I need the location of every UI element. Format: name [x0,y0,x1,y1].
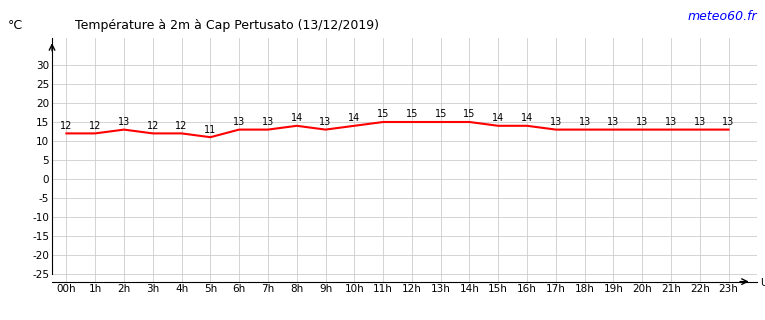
Text: 12: 12 [175,121,187,131]
Text: 13: 13 [665,117,677,127]
Text: 14: 14 [291,113,303,123]
Text: 14: 14 [348,113,360,123]
Text: 12: 12 [89,121,102,131]
Text: 13: 13 [694,117,706,127]
Text: 14: 14 [492,113,504,123]
Text: 13: 13 [320,117,332,127]
Text: 13: 13 [722,117,734,127]
Text: 12: 12 [147,121,159,131]
Text: 11: 11 [204,124,216,134]
Text: 13: 13 [578,117,591,127]
Text: 13: 13 [262,117,274,127]
Text: 15: 15 [464,109,476,119]
Text: 13: 13 [636,117,648,127]
Text: °C: °C [8,19,23,32]
Text: 13: 13 [233,117,246,127]
Text: 13: 13 [118,117,130,127]
Text: 13: 13 [550,117,562,127]
Text: Température à 2m à Cap Pertusato (13/12/2019): Température à 2m à Cap Pertusato (13/12/… [75,19,379,32]
Text: 15: 15 [377,109,389,119]
Text: 15: 15 [435,109,447,119]
Text: 13: 13 [607,117,620,127]
Text: 12: 12 [60,121,73,131]
Text: 14: 14 [521,113,533,123]
Text: meteo60.fr: meteo60.fr [688,10,757,23]
Text: 15: 15 [405,109,418,119]
Text: UTC: UTC [760,278,765,289]
